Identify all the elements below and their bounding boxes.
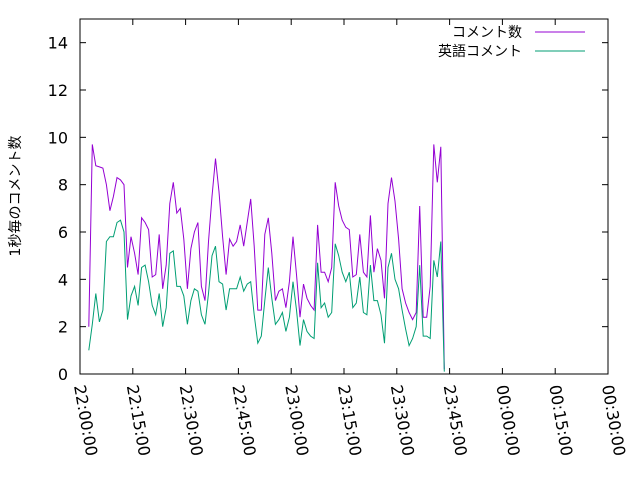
series-line-0 xyxy=(88,144,445,370)
x-tick-label: 00:00:00 xyxy=(492,383,523,457)
y-axis-label: 1秒毎のコメント数 xyxy=(8,136,24,257)
y-tick-label: 10 xyxy=(48,128,68,147)
x-tick-label: 23:30:00 xyxy=(387,383,418,457)
series-layer xyxy=(88,144,445,372)
x-tick-label: 22:30:00 xyxy=(176,383,207,457)
legend-label: 英語コメント xyxy=(438,43,522,60)
y-tick-label: 12 xyxy=(48,81,68,100)
y-tick-label: 8 xyxy=(58,176,68,195)
x-tick-label: 00:15:00 xyxy=(545,383,576,457)
y-axis: 0 2 4 6 8 10 12 14 xyxy=(48,34,608,384)
y-tick-label: 0 xyxy=(58,365,68,384)
plot-frame xyxy=(79,18,609,375)
x-tick-label: 22:45:00 xyxy=(228,383,259,457)
y-tick-label: 6 xyxy=(58,223,68,242)
y-tick-label: 2 xyxy=(58,318,68,337)
x-tick-label: 22:00:00 xyxy=(70,383,101,457)
x-tick-label: 23:45:00 xyxy=(440,383,471,457)
y-tick-label: 14 xyxy=(48,34,68,53)
x-tick-label: 00:30:00 xyxy=(598,383,629,457)
legend-label: コメント数 xyxy=(452,25,522,41)
x-tick-label: 23:00:00 xyxy=(281,383,312,457)
x-tick-label: 23:15:00 xyxy=(334,383,365,457)
y-tick-label: 4 xyxy=(58,270,68,289)
x-tick-label: 22:15:00 xyxy=(123,383,154,457)
series-line-1 xyxy=(88,219,445,372)
